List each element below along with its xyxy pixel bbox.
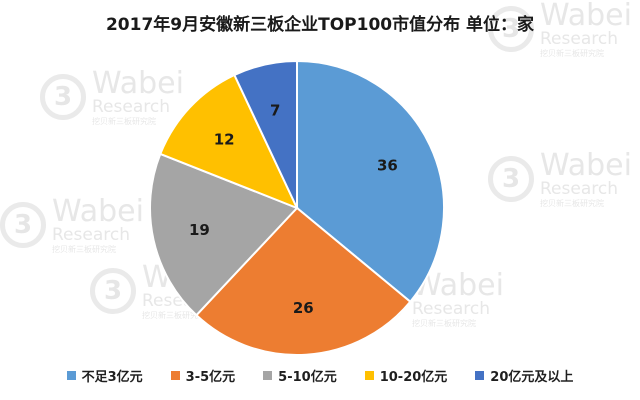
legend-item: 5-10亿元 [263, 366, 337, 385]
legend-swatch [475, 371, 485, 380]
pie-slice [159, 73, 299, 210]
pie-slice [233, 59, 298, 209]
data-label: 36 [377, 156, 398, 174]
legend-item: 3-5亿元 [170, 366, 236, 385]
legend-swatch [170, 371, 180, 380]
legend-swatch [263, 371, 273, 380]
legend-item: 10-20亿元 [364, 366, 448, 385]
pie-slice [194, 206, 412, 356]
legend-label: 20亿元及以上 [490, 370, 574, 385]
data-label: 19 [189, 221, 210, 239]
chart-title: 2017年9月安徽新三板企业TOP100市值分布 单位：家 [105, 15, 535, 35]
legend-swatch [364, 371, 374, 380]
legend-item: 不足3亿元 [66, 366, 143, 385]
legend-swatch [66, 371, 76, 380]
pie-chart: 36 26 19 12 7 [149, 59, 445, 356]
pie-slice [296, 59, 445, 304]
chart-legend: 不足3亿元 3-5亿元 5-10亿元 10-20亿元 20亿元及以上 [0, 366, 640, 385]
legend-item: 20亿元及以上 [475, 366, 573, 385]
data-label: 12 [214, 131, 235, 149]
data-label: 26 [293, 299, 314, 317]
legend-label: 3-5亿元 [185, 370, 236, 385]
legend-label: 不足3亿元 [81, 370, 143, 385]
data-label: 7 [270, 101, 280, 119]
legend-label: 10-20亿元 [379, 370, 448, 385]
legend-label: 5-10亿元 [278, 370, 337, 385]
